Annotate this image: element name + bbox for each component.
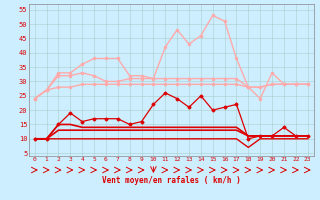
X-axis label: Vent moyen/en rafales ( km/h ): Vent moyen/en rafales ( km/h ) xyxy=(102,176,241,185)
